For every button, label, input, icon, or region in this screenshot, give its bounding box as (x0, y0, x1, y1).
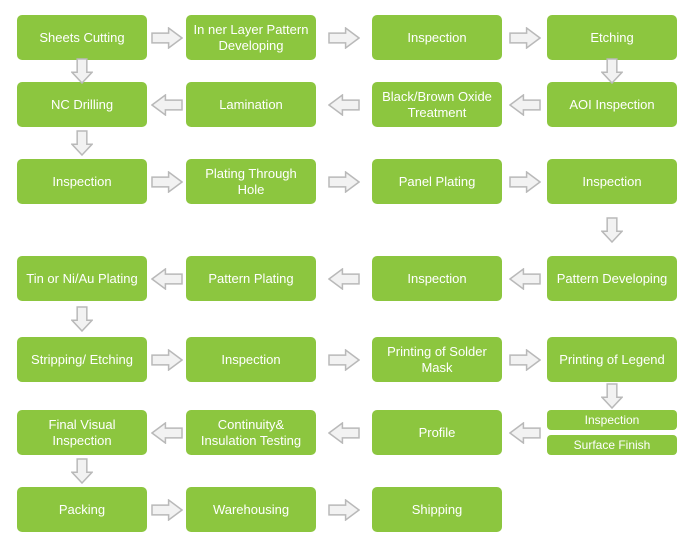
flowchart-node: Printing of Solder Mask (372, 337, 502, 382)
flowchart-arrow (151, 499, 183, 521)
flowchart-arrow (509, 268, 541, 290)
flowchart-node: Final Visual Inspection (17, 410, 147, 455)
flowchart-node-top-half: Inspection (547, 410, 677, 430)
flowchart-node: Inspection (186, 337, 316, 382)
flowchart-arrow (509, 422, 541, 444)
flowchart-node: Etching (547, 15, 677, 60)
flowchart-arrow (509, 171, 541, 193)
flowchart-node: Shipping (372, 487, 502, 532)
flowchart-node: Profile (372, 410, 502, 455)
flowchart-node: AOI Inspection (547, 82, 677, 127)
flowchart-arrow (151, 422, 183, 444)
flowchart-arrow (71, 58, 93, 84)
flowchart-node: Plating Through Hole (186, 159, 316, 204)
flowchart-arrow (328, 94, 360, 116)
flowchart-node: Sheets Cutting (17, 15, 147, 60)
flowchart-arrow (509, 27, 541, 49)
flowchart-arrow (71, 306, 93, 332)
flowchart-node: Black/Brown Oxide Treatment (372, 82, 502, 127)
flowchart-arrow (151, 171, 183, 193)
flowchart-node: Panel Plating (372, 159, 502, 204)
flowchart-node: NC Drilling (17, 82, 147, 127)
flowchart-node: Lamination (186, 82, 316, 127)
flowchart-arrow (151, 94, 183, 116)
flowchart-node: Printing of Legend (547, 337, 677, 382)
flowchart-arrow (151, 268, 183, 290)
flowchart-node-bottom-half: Surface Finish (547, 435, 677, 455)
flowchart-node: In ner Layer Pattern Developing (186, 15, 316, 60)
flowchart-arrow (328, 27, 360, 49)
flowchart-arrow (328, 349, 360, 371)
flowchart-arrow (328, 422, 360, 444)
flowchart-arrow (509, 349, 541, 371)
flowchart-node: Inspection (17, 159, 147, 204)
flowchart-arrow (328, 268, 360, 290)
flowchart-arrow (71, 458, 93, 484)
flowchart-node: Tin or Ni/Au Plating (17, 256, 147, 301)
flowchart-node: Inspection (372, 15, 502, 60)
flowchart-arrow (601, 383, 623, 409)
flowchart-arrow (328, 171, 360, 193)
flowchart-node: Stripping/ Etching (17, 337, 147, 382)
flowchart-node: Warehousing (186, 487, 316, 532)
flowchart-arrow (509, 94, 541, 116)
flowchart-node: Packing (17, 487, 147, 532)
flowchart-node: Inspection (547, 159, 677, 204)
flowchart-arrow (601, 217, 623, 243)
flowchart-node: Inspection (372, 256, 502, 301)
flowchart-arrow (328, 499, 360, 521)
flowchart-node: Continuity& Insulation Testing (186, 410, 316, 455)
flowchart-node: Pattern Plating (186, 256, 316, 301)
flowchart-arrow (151, 27, 183, 49)
flowchart-arrow (151, 349, 183, 371)
flowchart-arrow (71, 130, 93, 156)
flowchart-arrow (601, 58, 623, 84)
flowchart-node: Pattern Developing (547, 256, 677, 301)
